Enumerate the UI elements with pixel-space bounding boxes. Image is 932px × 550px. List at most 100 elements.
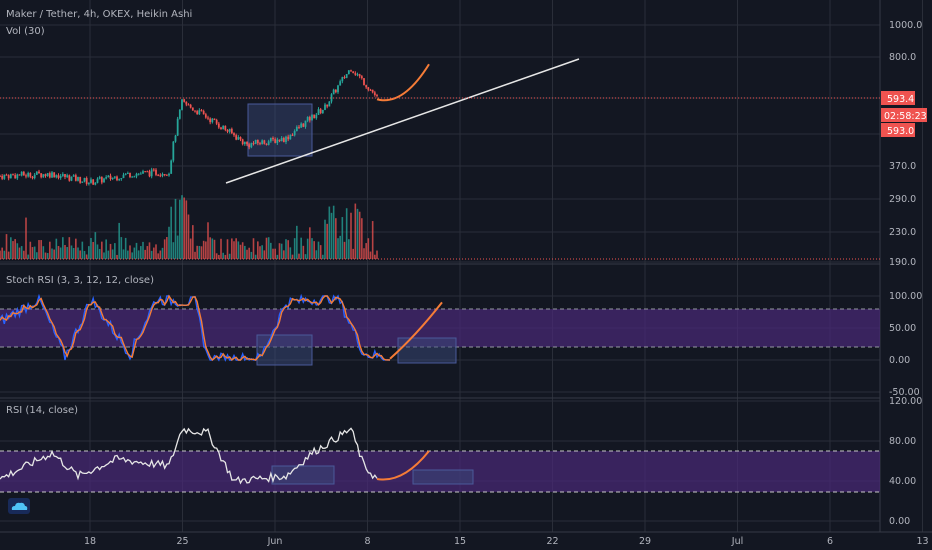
volume-bar — [92, 241, 94, 259]
candle-body — [352, 71, 355, 74]
time-tick-label: 6 — [827, 536, 833, 547]
candle-body — [51, 172, 53, 178]
candle-body — [202, 111, 205, 115]
price-projection-curve — [376, 63, 430, 102]
candle-body — [146, 171, 149, 173]
candle-body — [139, 173, 142, 175]
candle-body — [194, 110, 196, 112]
volume-bar — [148, 242, 151, 259]
current-price-tag-bg — [881, 91, 915, 105]
volume-bar — [196, 245, 198, 259]
volume-bar — [352, 248, 354, 259]
time-axis[interactable]: 18 25 Jun 8 15 22 29 Jul 6 13 — [84, 536, 929, 547]
candle-body — [185, 101, 188, 105]
volume-bar — [72, 247, 75, 259]
candle-body — [220, 127, 222, 130]
candle-body — [178, 109, 181, 119]
volume-bar — [44, 252, 47, 259]
candle-body — [272, 137, 274, 140]
stoch-tick-label: 100.00 — [889, 291, 922, 302]
candle-body — [79, 177, 82, 183]
volume-bar — [363, 248, 365, 259]
current-price-value: 593.4 — [887, 94, 914, 105]
candle-body — [269, 137, 272, 142]
candle-body — [16, 174, 19, 179]
volume-bar — [272, 248, 274, 259]
volume-bar — [7, 251, 10, 259]
candle-body — [261, 140, 264, 145]
candle-body — [124, 173, 127, 175]
volume-bar — [133, 247, 136, 259]
candle-body — [31, 176, 34, 179]
volume-bar — [101, 241, 103, 259]
candle-body — [278, 139, 281, 142]
volume-bar — [38, 240, 40, 259]
volume-bar — [33, 246, 36, 259]
chart-title: Maker / Tether, 4h, OKEX, Heikin Ashi — [6, 9, 192, 20]
rsi-tick-label: 80.00 — [889, 436, 916, 447]
rsi-pane[interactable]: RSI (14, close) — [0, 405, 880, 514]
candle-body — [92, 179, 95, 185]
candle-body — [222, 125, 225, 130]
candles — [0, 69, 378, 186]
volume-bar — [302, 245, 305, 259]
candle-body — [243, 141, 246, 145]
volume-bar — [220, 238, 222, 259]
candle-body — [289, 134, 292, 140]
candle-body — [74, 175, 77, 181]
volume-bar — [339, 235, 341, 259]
candle-body — [373, 92, 376, 96]
candle-body — [241, 139, 244, 145]
candle-body — [209, 118, 212, 123]
candle-body — [217, 123, 220, 128]
stoch-tick-label: 50.00 — [889, 323, 916, 334]
candle-body — [356, 74, 359, 76]
volume-bar — [233, 241, 235, 259]
price-axis[interactable]: 1000.0 800.0 370.0 290.0 230.0 190.0 100.00 50.… — [889, 20, 922, 527]
candle-body — [168, 173, 170, 176]
candle-body — [254, 139, 257, 144]
volume-bar — [183, 197, 185, 259]
price-pane[interactable]: Maker / Tether, 4h, OKEX, Heikin Ashi Vo… — [0, 9, 880, 260]
volume-bar — [198, 245, 201, 259]
candle-body — [181, 99, 183, 110]
candle-body — [339, 81, 342, 86]
ascending-trendline[interactable] — [225, 58, 580, 184]
price-tick-label: 290.0 — [889, 194, 916, 205]
volume-bar — [285, 239, 287, 259]
tradingview-logo[interactable] — [8, 498, 30, 514]
candle-body — [319, 109, 322, 114]
volume-bar — [226, 239, 229, 259]
candle-body — [252, 143, 255, 145]
volume-bar — [228, 253, 231, 259]
volume-label: Vol (30) — [6, 26, 45, 37]
volume-bar — [356, 208, 359, 259]
volume-bar — [248, 247, 250, 259]
stoch-rsi-pane[interactable]: Stoch RSI (3, 3, 12, 12, close) — [0, 275, 880, 366]
rsi-highlight-box-1 — [271, 465, 335, 485]
candle-body — [285, 136, 287, 143]
volume-bar — [64, 245, 66, 259]
candle-body — [332, 89, 335, 95]
volume-bar — [278, 243, 281, 259]
volume-bar — [361, 218, 363, 259]
candle-body — [295, 126, 298, 132]
time-tick-label: 18 — [84, 536, 96, 547]
time-tick-label: 13 — [916, 536, 928, 547]
volume-bar — [55, 238, 58, 259]
cloud-icon — [11, 502, 28, 510]
volume-bar — [304, 254, 307, 259]
volume-bar — [246, 249, 248, 259]
volume-bar — [75, 238, 77, 259]
candle-body — [363, 78, 365, 86]
candle-body — [324, 104, 326, 110]
volume-bar — [261, 245, 263, 259]
volume-bar — [36, 252, 38, 259]
stoch-rsi-label: Stoch RSI (3, 3, 12, 12, close) — [6, 275, 154, 286]
candle-body — [369, 89, 372, 91]
volume-bar — [163, 239, 166, 259]
candle-body — [98, 177, 101, 179]
candle-body — [367, 87, 370, 90]
candle-body — [170, 160, 173, 174]
